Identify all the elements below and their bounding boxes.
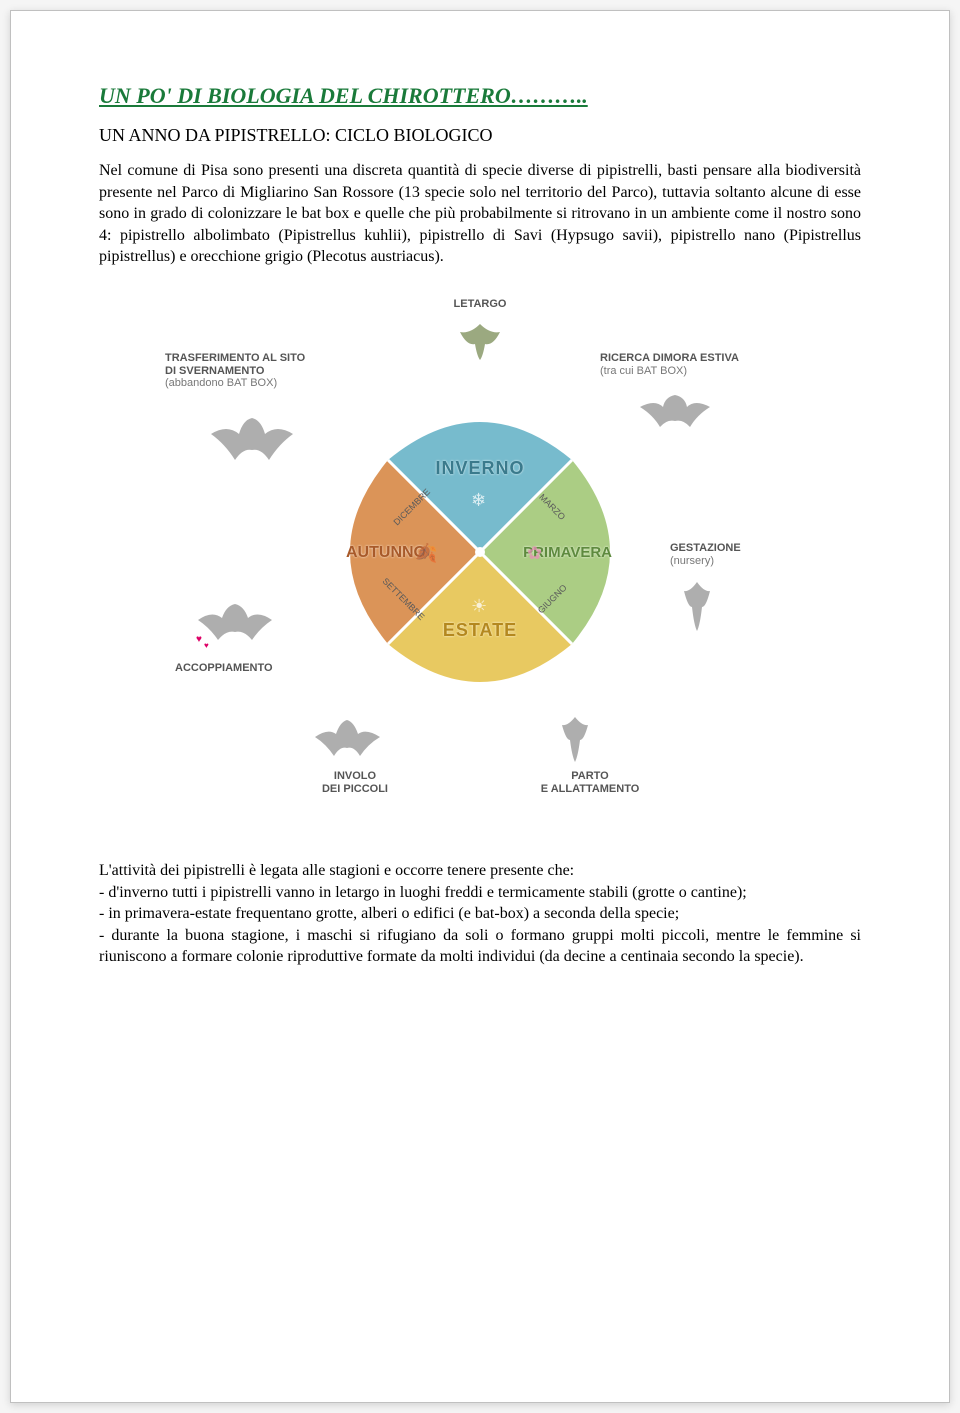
bat-illustration-icon: ♥ ♥ [190,592,280,652]
snowflake-icon: ❄ [471,490,486,511]
bat-illustration-icon [635,387,715,442]
season-wheel: INVERNO PRIMAVERA ESTATE AUTUNNO ❄ ✿ ☀ 🍂… [330,402,630,702]
ann-letargo: LETARGO [180,298,780,311]
bottom-line-1: L'attività dei pipistrelli è legata alle… [99,860,861,882]
page-subtitle: UN ANNO DA PIPISTRELLO: CICLO BIOLOGICO [99,125,861,146]
sun-icon: ☀ [471,596,487,617]
bat-illustration-icon [310,712,385,767]
bottom-line-2: - d'inverno tutti i pipistrelli vanno in… [99,882,861,904]
ann-parto: PARTO E ALLATTAMENTO [510,770,670,795]
bat-illustration-icon [540,712,610,767]
intro-paragraph: Nel comune di Pisa sono presenti una dis… [99,160,861,268]
bottom-line-3: - in primavera-estate frequentano grotte… [99,903,861,925]
ann-accoppiamento: ACCOPPIAMENTO [175,662,305,675]
bat-illustration-icon [660,577,735,637]
bat-illustration-icon [205,412,300,472]
ann-gestazione: GESTAZIONE (nursery) [670,542,780,567]
ann-trasferimento: TRASFERIMENTO AL SITO DI SVERNAMENTO (ab… [165,352,345,390]
flower-icon: ✿ [527,543,542,564]
document-page: UN PO' DI BIOLOGIA DEL CHIROTTERO……….. U… [10,10,950,1403]
bottom-line-4: - durante la buona stagione, i maschi si… [99,925,861,968]
season-inverno: INVERNO [330,458,630,479]
ann-involo: INVOLO DEI PICCOLI [295,770,415,795]
season-estate: ESTATE [330,620,630,641]
page-title: UN PO' DI BIOLOGIA DEL CHIROTTERO……….. [99,83,861,109]
svg-text:♥: ♥ [204,641,209,650]
leaf-icon: 🍂 [415,543,437,564]
svg-text:♥: ♥ [196,634,202,645]
lifecycle-diagram: INVERNO PRIMAVERA ESTATE AUTUNNO ❄ ✿ ☀ 🍂… [99,292,861,812]
season-autunno: AUTUNNO [346,544,426,562]
bottom-paragraph: L'attività dei pipistrelli è legata alle… [99,860,861,968]
bat-illustration-icon [445,316,515,366]
ann-ricerca: RICERCA DIMORA ESTIVA (tra cui BAT BOX) [600,352,770,377]
